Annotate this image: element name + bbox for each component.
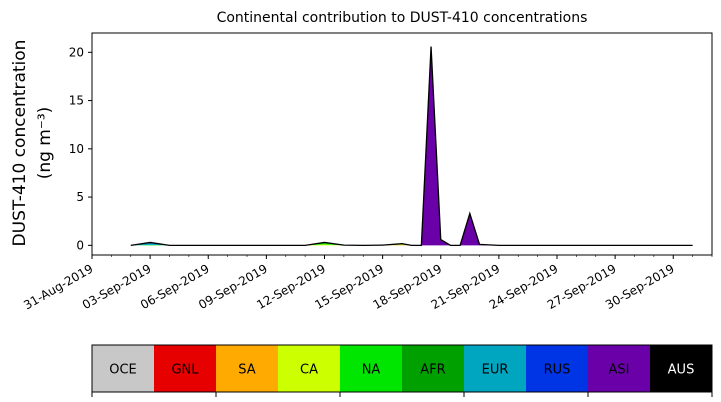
plot-frame — [91, 32, 713, 256]
total-line — [130, 46, 693, 247]
legend-label-afr: AFR — [420, 363, 445, 378]
legend-label-aus: AUS — [668, 363, 695, 378]
region-colorbar-legend: OCE GNL SA CA NA AFR EUR RUS ASI AUS — [91, 344, 713, 397]
legend-swatch-asi — [588, 345, 650, 392]
y-tick-label: 10 — [69, 142, 84, 156]
x-axis: 31-Aug-201903-Sep-201906-Sep-201909-Sep-… — [21, 255, 713, 312]
legend-swatch-rus — [526, 345, 588, 392]
y-tick-label: 5 — [76, 190, 84, 204]
y-tick-label: 0 — [76, 238, 84, 252]
legend-label-asi: ASI — [609, 363, 630, 378]
legend-swatch-aus — [650, 345, 712, 392]
y-axis: 0 5 10 15 20 — [69, 45, 92, 252]
legend-label-rus: RUS — [544, 363, 571, 378]
stacked-areas — [130, 46, 693, 247]
legend-swatch-gnl — [154, 345, 216, 392]
y-tick-label: 15 — [69, 94, 84, 108]
area-asi — [130, 46, 693, 246]
legend-label-gnl: GNL — [171, 363, 199, 378]
legend-label-na: NA — [362, 363, 381, 378]
y-axis-label-line2: (ng m⁻³) — [35, 107, 55, 180]
legend-frame — [91, 344, 713, 393]
chart-title: Continental contribution to DUST-410 con… — [217, 10, 588, 26]
legend-swatch-afr — [402, 345, 464, 392]
legend-label-oce: OCE — [109, 363, 137, 378]
area-aus — [130, 46, 693, 246]
legend-swatch-sa — [216, 345, 278, 392]
legend-label-eur: EUR — [482, 363, 509, 378]
legend-swatch-na — [340, 345, 402, 392]
legend-swatch-eur — [464, 345, 526, 392]
y-axis-label: DUST-410 concentration (ng m⁻³) — [10, 40, 55, 247]
legend-label-sa: SA — [238, 363, 255, 378]
legend-label-ca: CA — [300, 363, 318, 378]
y-axis-label-line1: DUST-410 concentration — [10, 40, 30, 247]
legend-swatch-ca — [278, 345, 340, 392]
legend-swatch-oce — [92, 345, 154, 392]
y-tick-label: 20 — [69, 45, 84, 59]
